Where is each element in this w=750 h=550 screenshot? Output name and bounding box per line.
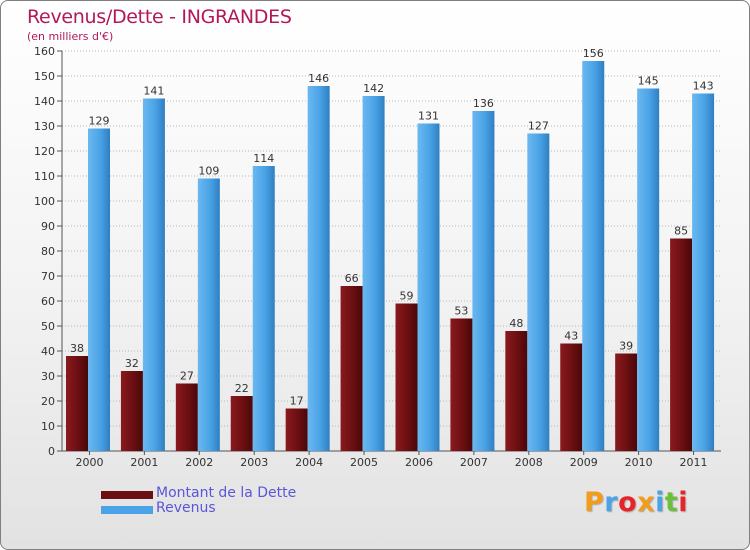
y-tick-label-140: 140: [34, 95, 55, 108]
chart-subtitle: (en milliers d'€): [27, 30, 114, 43]
label-revenus-2007: 136: [473, 97, 494, 110]
x-tick-label-2005: 2005: [350, 456, 378, 469]
y-tick-label-90: 90: [41, 220, 55, 233]
x-tick-label-2004: 2004: [295, 456, 323, 469]
label-dette-2011: 85: [674, 225, 688, 238]
legend-swatch-revenus: [101, 506, 153, 514]
label-dette-2004: 17: [290, 395, 304, 408]
y-tick-label-150: 150: [34, 70, 55, 83]
logo-letter-5: t: [664, 487, 679, 518]
label-dette-2002: 27: [180, 370, 194, 383]
chart-title: Revenus/Dette - INGRANDES: [27, 6, 292, 28]
bar-revenus-2006: [417, 123, 440, 451]
y-tick-label-130: 130: [34, 120, 55, 133]
label-revenus-2004: 146: [308, 72, 329, 85]
label-revenus-2002: 109: [198, 165, 219, 178]
label-dette-2001: 32: [125, 357, 139, 370]
y-tick-label-80: 80: [41, 245, 55, 258]
label-dette-2007: 53: [454, 305, 468, 318]
x-tick-label-2008: 2008: [515, 456, 543, 469]
bar-dette-2004: [285, 408, 308, 451]
bar-revenus-2009: [582, 61, 605, 451]
bar-dette-2009: [560, 343, 583, 451]
y-tick-label-100: 100: [34, 195, 55, 208]
label-dette-2010: 39: [619, 340, 633, 353]
bar-revenus-2000: [88, 128, 110, 451]
label-revenus-2006: 131: [418, 110, 439, 123]
bar-revenus-2010: [637, 88, 660, 451]
x-tick-label-2003: 2003: [240, 456, 268, 469]
bar-dette-2000: [66, 356, 88, 451]
y-tick-label-50: 50: [41, 320, 55, 333]
bar-revenus-2008: [527, 133, 550, 451]
x-tick-label-2009: 2009: [570, 456, 598, 469]
logo-letter-3: x: [637, 487, 656, 518]
bar-dette-2001: [120, 371, 143, 451]
bar-dette-2003: [230, 396, 253, 451]
label-revenus-2005: 142: [363, 82, 384, 95]
bar-dette-2007: [450, 318, 473, 451]
y-tick-label-30: 30: [41, 370, 55, 383]
y-tick-label-0: 0: [48, 445, 55, 458]
bar-dette-2002: [175, 383, 198, 451]
y-tick-label-160: 160: [34, 45, 55, 58]
bar-revenus-2007: [472, 111, 495, 451]
label-revenus-2008: 127: [528, 120, 549, 133]
y-tick-label-10: 10: [41, 420, 55, 433]
label-revenus-2001: 141: [143, 85, 164, 98]
x-tick-label-2001: 2001: [130, 456, 158, 469]
label-revenus-2011: 143: [693, 80, 714, 93]
bar-revenus-2003: [252, 166, 275, 451]
y-tick-label-70: 70: [41, 270, 55, 283]
bar-revenus-2005: [362, 96, 385, 451]
x-tick-label-2002: 2002: [185, 456, 213, 469]
bar-revenus-2004: [307, 86, 330, 451]
label-revenus-2000: 129: [89, 115, 110, 128]
bar-revenus-2001: [142, 98, 165, 451]
bar-dette-2008: [505, 331, 528, 451]
y-tick-label-110: 110: [34, 170, 55, 183]
bar-dette-2006: [395, 303, 418, 451]
x-tick-label-2010: 2010: [625, 456, 653, 469]
proxiti-logo: Proxiti: [584, 487, 688, 518]
bar-dette-2005: [340, 286, 363, 451]
logo-letter-1: r: [604, 487, 619, 518]
x-tick-label-2000: 2000: [75, 456, 103, 469]
label-revenus-2009: 156: [583, 47, 604, 60]
label-dette-2009: 43: [564, 330, 578, 343]
y-tick-label-120: 120: [34, 145, 55, 158]
bar-dette-2010: [615, 353, 638, 451]
logo-letter-4: i: [655, 487, 665, 518]
x-tick-label-2011: 2011: [680, 456, 708, 469]
label-dette-2006: 59: [400, 290, 414, 303]
label-dette-2003: 22: [235, 382, 249, 395]
label-revenus-2003: 114: [253, 152, 274, 165]
x-tick-label-2006: 2006: [405, 456, 433, 469]
logo-letter-6: i: [678, 487, 689, 518]
label-dette-2005: 66: [345, 272, 359, 285]
legend-label-dette: Montant de la Dette: [156, 485, 297, 501]
logo-letter-0: P: [584, 487, 605, 518]
logo-letter-2: o: [618, 487, 638, 518]
label-dette-2000: 38: [70, 342, 84, 355]
legend-label-revenus: Revenus: [156, 500, 216, 516]
y-tick-label-40: 40: [41, 345, 55, 358]
y-tick-label-60: 60: [41, 295, 55, 308]
bar-dette-2011: [670, 238, 693, 451]
label-revenus-2010: 145: [638, 75, 659, 88]
label-dette-2008: 48: [509, 317, 523, 330]
bar-revenus-2002: [197, 178, 220, 451]
y-tick-label-20: 20: [41, 395, 55, 408]
x-tick-label-2007: 2007: [460, 456, 488, 469]
bar-revenus-2011: [692, 93, 715, 451]
legend-swatch-dette: [101, 491, 153, 499]
